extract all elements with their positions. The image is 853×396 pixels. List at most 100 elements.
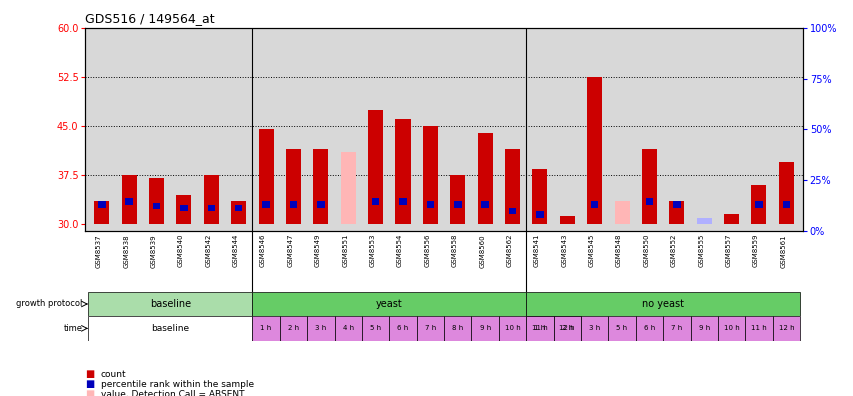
Bar: [536, 211, 543, 218]
Bar: [751, 185, 766, 224]
Bar: [672, 202, 680, 208]
Bar: [696, 218, 711, 224]
Bar: [723, 215, 738, 224]
Bar: [690, 316, 717, 341]
Bar: [778, 162, 793, 224]
Bar: [362, 316, 389, 341]
Text: 12 h: 12 h: [778, 326, 793, 331]
Bar: [313, 149, 328, 224]
Text: 3 h: 3 h: [315, 326, 326, 331]
Bar: [180, 205, 188, 211]
Bar: [498, 316, 525, 341]
Bar: [587, 77, 601, 224]
Text: GSM8548: GSM8548: [615, 234, 621, 267]
Bar: [450, 175, 465, 224]
Bar: [662, 316, 690, 341]
Text: GSM8540: GSM8540: [177, 234, 183, 267]
Text: GSM8554: GSM8554: [397, 234, 403, 267]
Text: 6 h: 6 h: [397, 326, 408, 331]
Bar: [426, 202, 433, 208]
Bar: [444, 316, 471, 341]
Bar: [607, 316, 635, 341]
Bar: [471, 316, 498, 341]
Bar: [368, 110, 383, 224]
Bar: [398, 198, 406, 205]
Bar: [559, 217, 574, 224]
Text: ■: ■: [85, 389, 95, 396]
Text: ■: ■: [85, 379, 95, 389]
Text: GSM8558: GSM8558: [451, 234, 457, 267]
Text: time: time: [64, 324, 83, 333]
Bar: [340, 152, 356, 224]
Bar: [553, 316, 580, 341]
Bar: [258, 129, 273, 224]
Bar: [252, 292, 525, 316]
Bar: [754, 202, 762, 208]
Bar: [525, 316, 553, 341]
Bar: [525, 316, 553, 341]
Text: GSM8561: GSM8561: [780, 234, 786, 268]
Text: 1 h: 1 h: [534, 326, 545, 331]
Bar: [121, 175, 136, 224]
Bar: [454, 202, 461, 208]
Text: GSM8545: GSM8545: [588, 234, 594, 267]
Bar: [669, 202, 683, 224]
Bar: [580, 316, 607, 341]
Bar: [717, 316, 745, 341]
Text: GSM8559: GSM8559: [752, 234, 758, 267]
Text: baseline: baseline: [151, 324, 189, 333]
Bar: [88, 316, 252, 341]
Text: GSM8538: GSM8538: [123, 234, 129, 268]
Text: 5 h: 5 h: [616, 326, 627, 331]
Bar: [745, 316, 772, 341]
Text: 10 h: 10 h: [504, 326, 519, 331]
Bar: [508, 208, 516, 215]
Text: 1 h: 1 h: [260, 326, 271, 331]
Text: growth protocol: growth protocol: [16, 299, 83, 308]
Text: GSM8539: GSM8539: [150, 234, 156, 268]
Bar: [88, 292, 252, 316]
Text: 9 h: 9 h: [698, 326, 709, 331]
Bar: [153, 203, 160, 209]
Text: GDS516 / 149564_at: GDS516 / 149564_at: [85, 12, 215, 25]
Text: 11 h: 11 h: [750, 326, 766, 331]
Text: GSM8546: GSM8546: [260, 234, 266, 267]
Bar: [177, 195, 191, 224]
Text: 3 h: 3 h: [589, 326, 600, 331]
Text: GSM8560: GSM8560: [479, 234, 485, 268]
Bar: [635, 316, 662, 341]
Bar: [262, 202, 270, 208]
Text: 4 h: 4 h: [342, 326, 353, 331]
Bar: [235, 205, 242, 211]
Bar: [531, 169, 547, 224]
Text: baseline: baseline: [149, 299, 190, 309]
Bar: [781, 202, 789, 208]
Bar: [525, 292, 799, 316]
Text: 2 h: 2 h: [287, 326, 299, 331]
Text: GSM8550: GSM8550: [642, 234, 648, 267]
Bar: [590, 202, 598, 208]
Text: 8 h: 8 h: [451, 326, 463, 331]
Bar: [477, 133, 492, 224]
Bar: [231, 202, 246, 224]
Text: GSM8537: GSM8537: [96, 234, 102, 268]
Bar: [316, 202, 324, 208]
Bar: [207, 205, 215, 211]
Text: percentile rank within the sample: percentile rank within the sample: [101, 380, 253, 388]
Text: GSM8562: GSM8562: [506, 234, 512, 267]
Bar: [280, 316, 307, 341]
Bar: [286, 149, 300, 224]
Bar: [94, 202, 109, 224]
Bar: [772, 316, 799, 341]
Bar: [125, 198, 133, 205]
Bar: [371, 198, 379, 205]
Text: GSM8544: GSM8544: [233, 234, 239, 267]
Bar: [334, 316, 362, 341]
Text: GSM8542: GSM8542: [205, 234, 211, 267]
Bar: [614, 202, 629, 224]
Text: GSM8556: GSM8556: [424, 234, 430, 267]
Text: 11 h: 11 h: [531, 326, 547, 331]
Text: count: count: [101, 370, 126, 379]
Text: GSM8547: GSM8547: [287, 234, 293, 267]
Text: GSM8551: GSM8551: [342, 234, 348, 267]
